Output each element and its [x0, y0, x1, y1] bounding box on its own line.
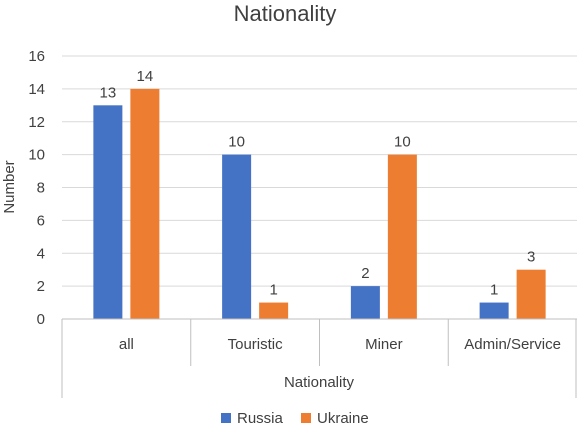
data-label: 10: [394, 134, 411, 151]
category-label: Admin/Service: [464, 336, 561, 353]
bar-ukraine: [259, 302, 289, 319]
category-label: all: [119, 336, 134, 353]
data-label: 10: [228, 134, 245, 151]
data-label: 14: [137, 68, 154, 85]
y-axis-title: Number: [1, 160, 18, 213]
bar-ukraine: [387, 154, 417, 319]
y-tick-label: 10: [28, 147, 45, 164]
bar-russia: [93, 105, 123, 319]
data-label: 1: [269, 282, 277, 299]
y-tick-label: 8: [37, 180, 45, 197]
y-tick-label: 6: [37, 212, 45, 229]
legend-swatch-ukraine: [301, 413, 311, 423]
y-axis-ticks: 0 2 4 6 8 10 12 14 16: [28, 48, 45, 328]
y-tick-label: 2: [37, 278, 45, 295]
bar-russia: [222, 154, 252, 319]
data-label: 2: [361, 265, 369, 282]
legend-label-ukraine: Ukraine: [317, 410, 369, 427]
bar-russia: [350, 286, 380, 319]
category-labels: all Touristic Miner Admin/Service: [119, 336, 561, 353]
bars: [93, 88, 546, 319]
bar-ukraine: [130, 88, 160, 319]
x-axis-title: Nationality: [284, 374, 355, 391]
category-label: Miner: [365, 336, 403, 353]
data-label: 1: [490, 282, 498, 299]
legend: Russia Ukraine: [221, 410, 369, 427]
chart-title: Nationality: [234, 1, 337, 26]
y-tick-label: 16: [28, 48, 45, 65]
legend-swatch-russia: [221, 413, 231, 423]
bar-ukraine: [516, 269, 546, 319]
y-tick-label: 4: [37, 245, 45, 262]
category-label: Touristic: [228, 336, 284, 353]
data-label: 3: [527, 249, 535, 266]
y-tick-label: 14: [28, 81, 45, 98]
legend-label-russia: Russia: [237, 410, 284, 427]
y-tick-label: 0: [37, 311, 45, 328]
y-tick-label: 12: [28, 114, 45, 131]
data-label: 13: [100, 84, 117, 101]
x-axis: [61, 318, 577, 398]
bar-russia: [479, 302, 509, 319]
